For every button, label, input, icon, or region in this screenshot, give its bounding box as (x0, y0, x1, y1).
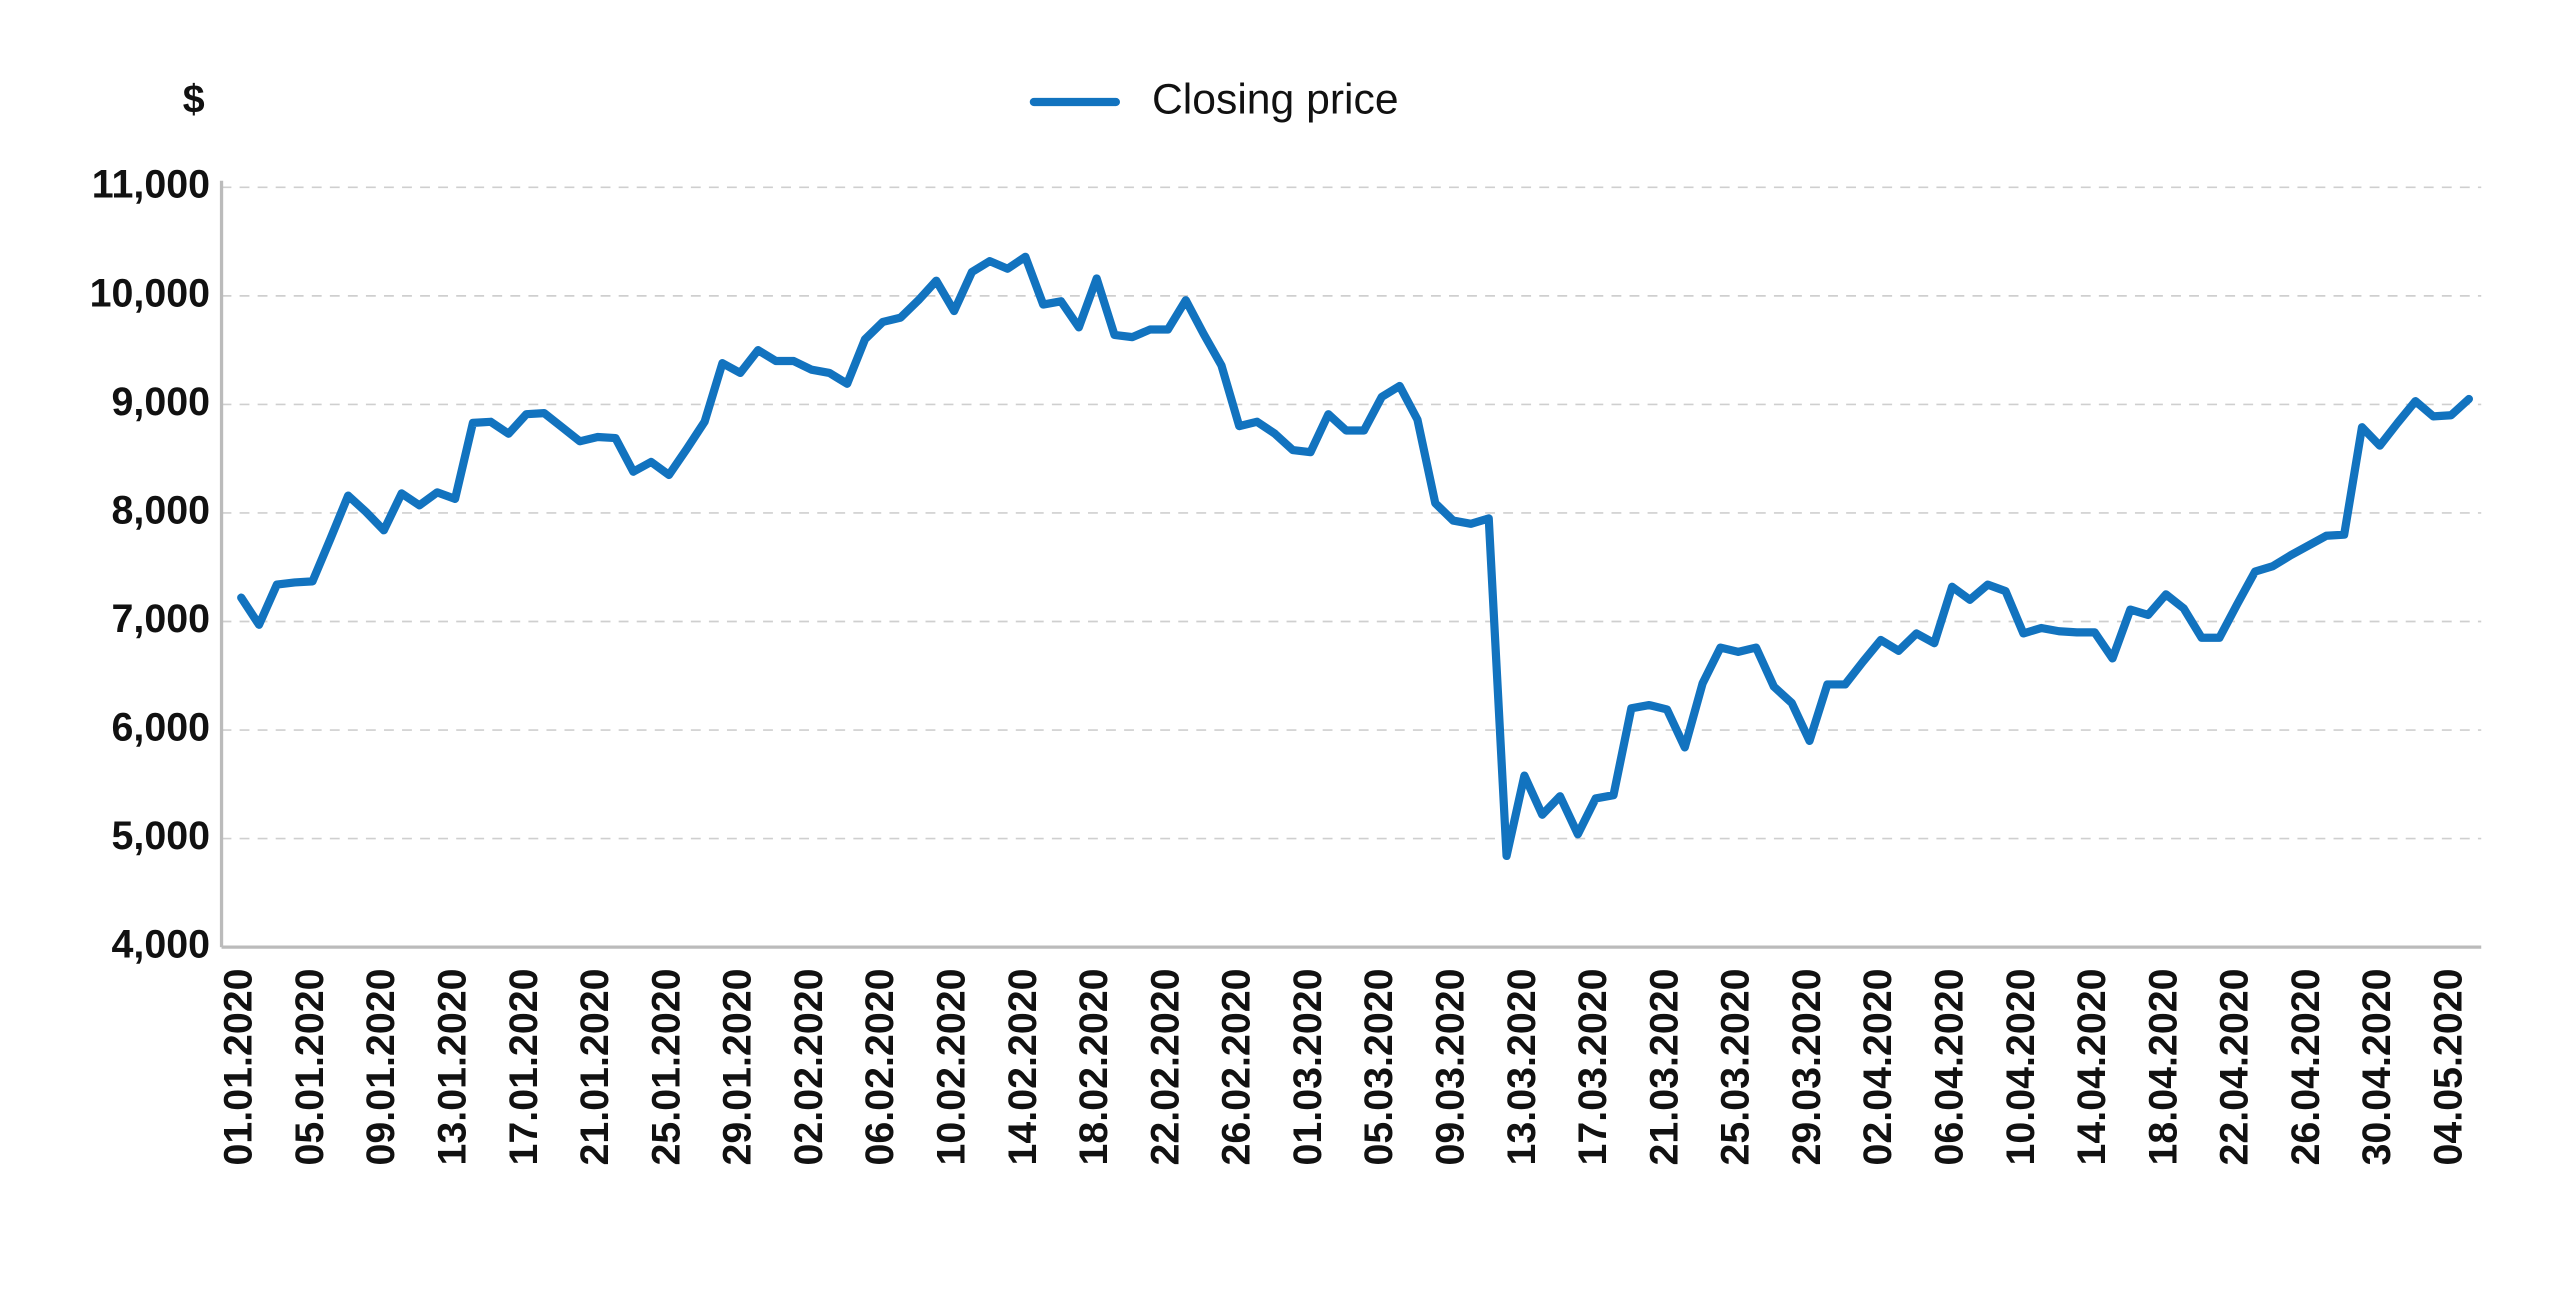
x-tick-label: 22.04.2020 (2213, 968, 2257, 1165)
x-tick-label: 02.04.2020 (1856, 968, 1900, 1165)
x-tick-label: 01.03.2020 (1286, 968, 1330, 1165)
x-tick-label: 14.02.2020 (1001, 968, 1045, 1165)
y-tick-label: 8,000 (112, 488, 211, 532)
x-tick-label: 29.03.2020 (1785, 968, 1829, 1165)
x-tick-label: 01.01.2020 (217, 968, 261, 1165)
x-tick-label: 06.02.2020 (858, 968, 902, 1165)
x-tick-label: 30.04.2020 (2355, 968, 2399, 1165)
x-tick-label: 13.01.2020 (430, 968, 474, 1165)
y-tick-label: 6,000 (112, 705, 211, 749)
y-tick-label: 10,000 (90, 271, 210, 315)
x-tick-label: 22.02.2020 (1143, 968, 1187, 1165)
price-line (237, 252, 2474, 861)
y-tick-label: 7,000 (112, 597, 211, 641)
x-tick-label: 09.01.2020 (359, 968, 403, 1165)
x-tick-label: 04.05.2020 (2427, 968, 2471, 1165)
x-tick-label: 02.02.2020 (787, 968, 831, 1165)
legend-label: Closing price (1152, 75, 1399, 123)
x-tick-label: 17.01.2020 (502, 968, 546, 1165)
x-tick-label: 17.03.2020 (1571, 968, 1615, 1165)
y-tick-label: 9,000 (112, 380, 211, 424)
x-tick-label: 10.02.2020 (929, 968, 973, 1165)
y-tick-label: 5,000 (112, 814, 211, 858)
x-tick-label: 26.02.2020 (1215, 968, 1259, 1165)
x-tick-label: 18.02.2020 (1072, 968, 1116, 1165)
x-tick-label: 21.01.2020 (573, 968, 617, 1165)
x-tick-label: 06.04.2020 (1928, 968, 1972, 1165)
y-tick-label: 4,000 (112, 923, 211, 967)
y-axis-label: $ (183, 77, 205, 121)
x-tick-label: 14.04.2020 (2070, 968, 2114, 1165)
x-tick-label: 09.03.2020 (1429, 968, 1473, 1165)
x-tick-label: 26.04.2020 (2284, 968, 2328, 1165)
x-tick-label: 05.01.2020 (288, 968, 332, 1165)
x-tick-label: 13.03.2020 (1500, 968, 1544, 1165)
x-tick-label: 29.01.2020 (716, 968, 760, 1165)
x-tick-label: 18.04.2020 (2141, 968, 2185, 1165)
x-tick-label: 25.01.2020 (644, 968, 688, 1165)
x-tick-label: 05.03.2020 (1357, 968, 1401, 1165)
y-tick-label: 11,000 (92, 163, 210, 207)
x-tick-label: 21.03.2020 (1642, 968, 1686, 1165)
x-tick-label: 25.03.2020 (1714, 968, 1758, 1165)
x-tick-label: 10.04.2020 (1999, 968, 2043, 1165)
